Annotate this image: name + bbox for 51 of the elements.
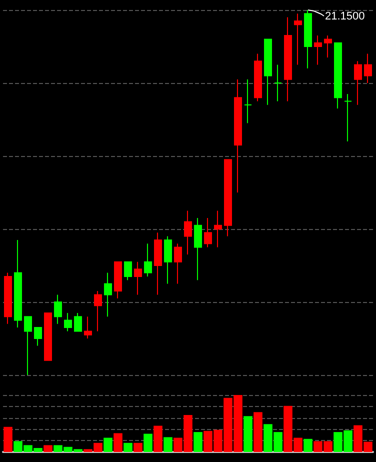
bar xyxy=(194,432,202,452)
candlestick xyxy=(314,35,322,66)
candlestick xyxy=(14,239,22,328)
candlestick xyxy=(294,13,302,66)
candlestick xyxy=(234,78,242,193)
candlestick xyxy=(224,159,232,237)
bar xyxy=(164,437,172,452)
bar xyxy=(244,416,252,452)
candlestick xyxy=(104,272,112,318)
candlestick xyxy=(34,327,42,346)
candlestick xyxy=(94,290,102,332)
candlestick xyxy=(164,236,172,284)
candlestick xyxy=(114,261,122,299)
candlestick xyxy=(174,243,182,284)
candlestick xyxy=(194,218,202,281)
candlestick xyxy=(264,38,272,106)
candlestick xyxy=(354,60,362,106)
candlestick xyxy=(204,218,212,248)
candlestick xyxy=(334,42,342,110)
annotation: 21.1500 xyxy=(325,10,365,22)
bar xyxy=(154,426,162,452)
candlestick xyxy=(304,10,312,69)
candlestick xyxy=(284,16,292,102)
bar xyxy=(124,442,132,452)
candlestick xyxy=(134,261,142,296)
candlestick xyxy=(44,312,52,361)
bar xyxy=(134,442,142,452)
candlestick xyxy=(244,78,252,124)
bar xyxy=(144,434,152,452)
candlestick xyxy=(254,53,262,102)
candlestick xyxy=(64,312,72,332)
bar xyxy=(44,445,52,452)
candlestick xyxy=(324,35,332,58)
candlestick xyxy=(144,243,152,277)
bar xyxy=(114,433,122,452)
candlestick xyxy=(4,272,12,324)
candlestick xyxy=(74,312,82,332)
candlestick xyxy=(124,261,132,281)
candlestick xyxy=(274,64,282,102)
candlestick xyxy=(184,210,192,256)
candlestick xyxy=(84,316,92,339)
bar xyxy=(254,412,262,452)
bar xyxy=(4,426,12,452)
candlestick xyxy=(24,316,32,376)
candlestick xyxy=(344,93,352,142)
bar xyxy=(104,438,112,452)
bar xyxy=(304,438,312,452)
candlestick xyxy=(154,232,162,296)
candlestick xyxy=(214,210,222,248)
candlestick xyxy=(364,53,372,84)
candlestick xyxy=(54,294,62,324)
